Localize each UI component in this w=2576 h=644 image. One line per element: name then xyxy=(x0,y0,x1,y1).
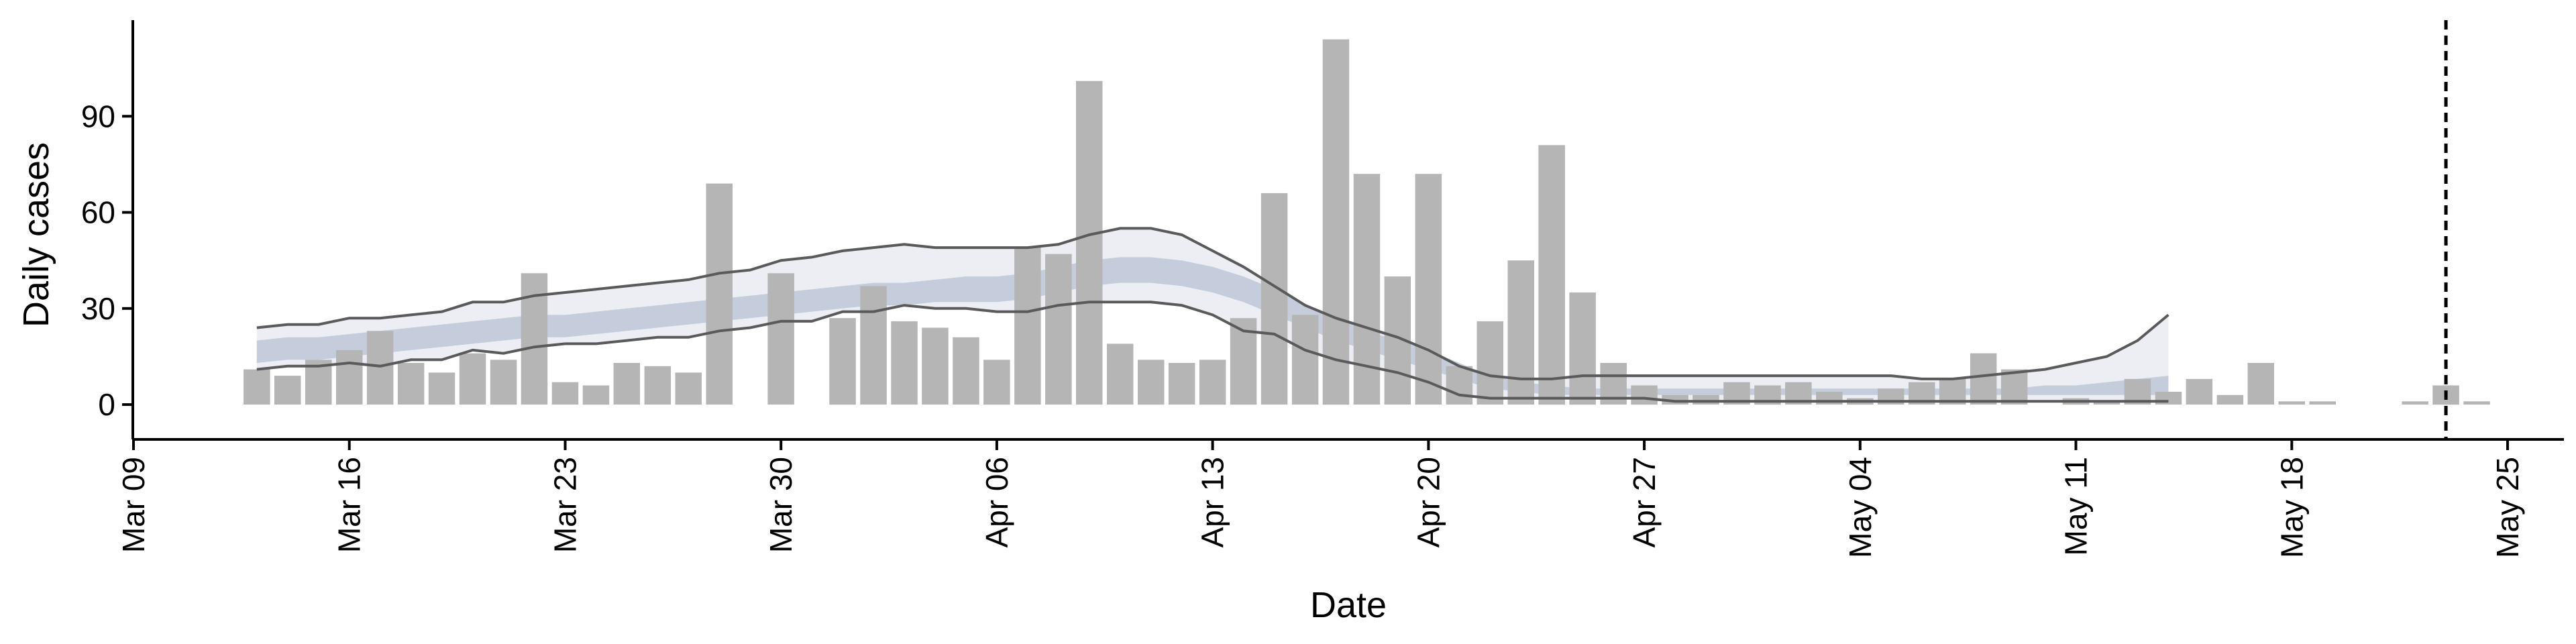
x-tick-label: Mar 23 xyxy=(548,457,583,553)
bar xyxy=(2278,401,2305,405)
y-tick-label: 60 xyxy=(81,195,115,230)
x-tick-label: Mar 30 xyxy=(763,457,798,553)
bar xyxy=(459,353,486,405)
bar xyxy=(1076,80,1103,405)
bar xyxy=(2463,401,2490,405)
y-tick-label: 0 xyxy=(98,387,115,422)
bar xyxy=(521,273,548,405)
x-tick-label: Apr 20 xyxy=(1411,457,1446,548)
y-tick-label: 30 xyxy=(81,291,115,326)
x-tick-label: May 25 xyxy=(2490,457,2525,558)
x-tick-label: Mar 16 xyxy=(332,457,367,553)
x-tick-label: May 11 xyxy=(2059,457,2094,555)
bar xyxy=(953,337,979,405)
bar xyxy=(490,360,517,405)
bar xyxy=(2247,363,2274,405)
upper-bound-line xyxy=(256,227,2169,380)
bar xyxy=(1569,292,1596,405)
bar xyxy=(644,366,672,405)
bar xyxy=(244,369,270,405)
bar xyxy=(274,376,301,405)
bar xyxy=(613,363,641,405)
bar xyxy=(891,321,918,405)
bar xyxy=(1291,315,1319,405)
x-tick-label: Mar 09 xyxy=(116,457,151,553)
bar xyxy=(428,372,455,405)
bar xyxy=(1477,321,1503,405)
bar xyxy=(1045,254,1072,405)
lower-bound-line xyxy=(256,301,2169,403)
bar xyxy=(1507,260,1534,405)
bars-layer xyxy=(244,39,2490,405)
bar xyxy=(336,350,363,405)
bar xyxy=(2216,394,2244,405)
bar xyxy=(1138,360,1165,405)
bar xyxy=(1260,193,1288,405)
bar xyxy=(675,372,702,405)
bar xyxy=(922,327,949,405)
bar xyxy=(1168,363,1195,405)
bar xyxy=(1322,39,1350,405)
bar xyxy=(860,286,887,405)
bar xyxy=(1446,366,1473,405)
bar xyxy=(397,363,425,405)
axes-layer: 0 30 60 90 Mar 09 Mar 16 Mar 23 Mar 30 Apr 06 Apr… xyxy=(81,20,2564,558)
bound-lines-layer xyxy=(256,20,2448,439)
x-axis-title: Date xyxy=(1310,585,1387,625)
bar xyxy=(582,385,610,405)
bar xyxy=(1538,145,1565,405)
bar xyxy=(1631,385,1658,405)
bar xyxy=(1353,174,1381,405)
bar xyxy=(706,183,733,405)
x-tick-label: May 18 xyxy=(2274,457,2309,558)
inner-credible-band xyxy=(256,257,2169,395)
bar xyxy=(1014,248,1041,405)
bar xyxy=(2093,401,2121,405)
x-tick-label: Apr 06 xyxy=(979,457,1014,548)
bar xyxy=(1107,343,1134,405)
bar xyxy=(551,382,579,405)
bar xyxy=(1970,353,1997,405)
bar xyxy=(1693,394,1719,405)
bar xyxy=(2309,401,2336,405)
x-tick-label: Apr 13 xyxy=(1195,457,1230,548)
y-tick-label: 90 xyxy=(81,99,115,133)
bar xyxy=(2000,369,2028,405)
bar xyxy=(829,318,856,405)
y-axis-title: Daily cases xyxy=(16,142,56,327)
bar xyxy=(2402,401,2428,405)
x-tick-label: May 04 xyxy=(1843,457,1878,558)
bar xyxy=(366,331,394,405)
bar xyxy=(1415,174,1442,405)
bar xyxy=(1199,360,1226,405)
bar xyxy=(2186,378,2213,405)
bar xyxy=(767,273,794,405)
x-tick-label: Apr 27 xyxy=(1627,457,1662,548)
bar xyxy=(983,360,1010,405)
